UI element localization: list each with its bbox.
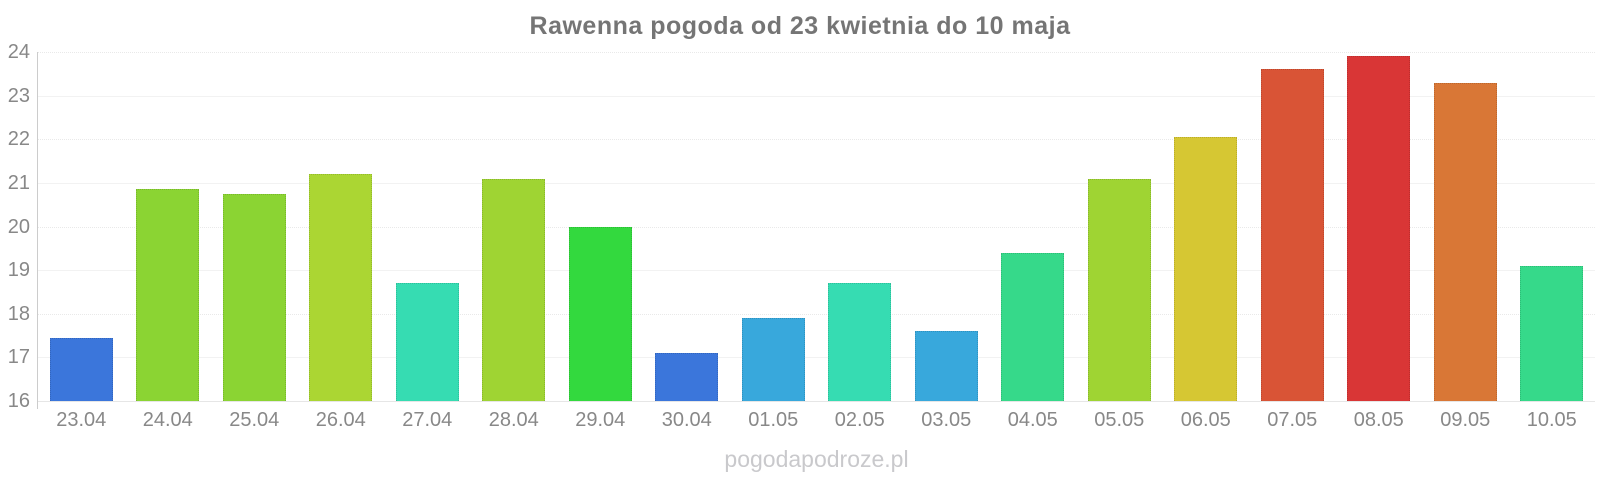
x-tick-label-07.05: 07.05 [1267, 409, 1318, 431]
x-tick-label-26.04: 26.04 [315, 409, 366, 431]
gridline-23 [38, 95, 1595, 97]
bar-08.05[interactable] [1347, 56, 1411, 401]
gridline-20 [38, 226, 1595, 228]
bar-10.05[interactable] [1520, 265, 1584, 401]
x-tick-label-08.05: 08.05 [1353, 409, 1404, 431]
bar-29.04[interactable] [568, 226, 632, 401]
bar-02.05[interactable] [828, 283, 892, 401]
y-tick-label-21: 21 [7, 171, 30, 194]
bar-09.05[interactable] [1433, 82, 1497, 401]
gridline-18 [38, 313, 1595, 315]
bar-28.04[interactable] [482, 178, 546, 401]
bar-23.04[interactable] [49, 337, 113, 401]
gridline-24 [38, 52, 1595, 53]
bar-30.04[interactable] [655, 353, 719, 401]
x-tick-label-01.05: 01.05 [748, 409, 799, 431]
bar-06.05[interactable] [1174, 137, 1238, 401]
chart-title: Rawenna pogoda od 23 kwietnia do 10 maja [529, 12, 1071, 40]
bar-01.05[interactable] [741, 318, 805, 401]
x-tick-label-04.05: 04.05 [1007, 409, 1058, 431]
bar-25.04[interactable] [222, 193, 286, 401]
x-tick-label-02.05: 02.05 [834, 409, 885, 431]
x-tick-label-23.04: 23.04 [56, 409, 107, 431]
x-tick-label-06.05: 06.05 [1180, 409, 1231, 431]
bar-07.05[interactable] [1260, 69, 1324, 401]
x-tick-label-05.05: 05.05 [1094, 409, 1145, 431]
x-tick-label-30.04: 30.04 [661, 409, 712, 431]
y-tick-label-18: 18 [7, 302, 30, 325]
y-tick-label-22: 22 [7, 128, 30, 151]
gridline-16 [38, 401, 1595, 402]
gridline-21 [38, 182, 1595, 184]
bar-27.04[interactable] [395, 283, 459, 401]
plot-area: 23.04 24.04 25.04 26.04 27.04 28.04 29.04 30.04… [38, 52, 1595, 431]
x-tick-label-03.05: 03.05 [921, 409, 972, 431]
y-tick-label-20: 20 [7, 215, 30, 238]
y-tick-label-23: 23 [7, 84, 30, 107]
gridline-19 [38, 270, 1595, 272]
bar-03.05[interactable] [914, 331, 978, 401]
x-tick-label-10.05: 10.05 [1526, 409, 1577, 431]
y-axis-line [37, 52, 38, 409]
bar-04.05[interactable] [1001, 252, 1065, 401]
bar-05.05[interactable] [1087, 178, 1151, 401]
y-tick-label-16: 16 [7, 390, 30, 412]
x-tick-label-29.04: 29.04 [575, 409, 626, 431]
x-tick-label-25.04: 25.04 [229, 409, 280, 431]
x-tick-label-24.04: 24.04 [142, 409, 193, 431]
y-tick-label-19: 19 [7, 259, 30, 282]
gridline-22 [38, 139, 1595, 141]
gridline-17 [38, 357, 1595, 359]
x-tick-label-09.05: 09.05 [1440, 409, 1491, 431]
x-tick-label-27.04: 27.04 [402, 409, 453, 431]
bar-24.04[interactable] [136, 189, 200, 401]
x-tick-label-28.04: 28.04 [488, 409, 539, 431]
bar-26.04[interactable] [309, 174, 373, 401]
watermark: pogodapodroze.pl [724, 446, 909, 472]
y-tick-label-17: 17 [7, 346, 30, 369]
y-tick-label-24: 24 [7, 41, 30, 63]
